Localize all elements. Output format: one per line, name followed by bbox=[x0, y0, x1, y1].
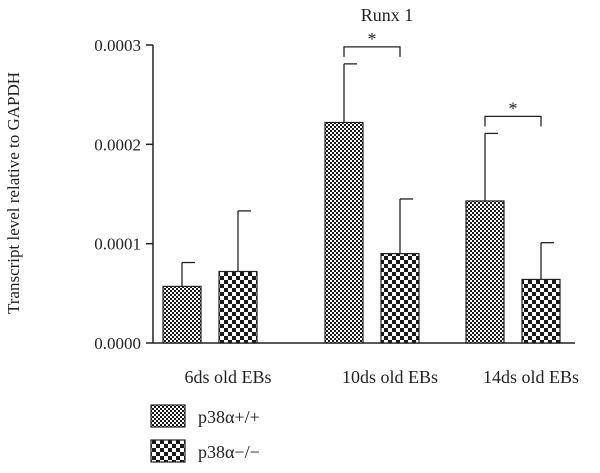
legend-swatch bbox=[150, 439, 186, 463]
y-axis-label: Transcript level relative to GAPDH bbox=[4, 72, 23, 314]
y-tick-label: 0.0002 bbox=[94, 135, 141, 154]
bar-wildtype bbox=[162, 285, 202, 344]
legend-label: p38α+/+ bbox=[198, 407, 260, 427]
axes bbox=[152, 45, 575, 344]
bar-knockout bbox=[218, 270, 258, 344]
significance-star: * bbox=[509, 98, 518, 118]
bar-wildtype bbox=[324, 121, 364, 344]
chart-title: Runx 1 bbox=[361, 5, 414, 25]
legend-label: p38α−/− bbox=[198, 442, 260, 462]
bars bbox=[162, 121, 561, 344]
y-tick-label: 0.0000 bbox=[94, 334, 141, 353]
bar-knockout bbox=[380, 253, 420, 344]
significance-bracket bbox=[484, 115, 542, 127]
y-ticks: 0.0000 0.0001 0.0002 0.0003 bbox=[94, 36, 153, 353]
x-category-label: 14ds old EBs bbox=[483, 367, 579, 387]
legend-swatch bbox=[150, 404, 186, 428]
y-tick-label: 0.0001 bbox=[94, 235, 141, 254]
legend: p38α+/+ p38α−/− bbox=[150, 404, 260, 463]
x-category-label: 6ds old EBs bbox=[184, 367, 271, 387]
bar-wildtype bbox=[465, 200, 505, 344]
x-category-labels: 6ds old EBs 10ds old EBs 14ds old EBs bbox=[184, 367, 579, 387]
significance-markers: ** bbox=[343, 29, 542, 127]
bar-knockout bbox=[521, 278, 561, 344]
y-tick-label: 0.0003 bbox=[94, 36, 141, 55]
significance-bracket bbox=[343, 46, 401, 57]
significance-star: * bbox=[368, 29, 377, 49]
x-category-label: 10ds old EBs bbox=[342, 367, 438, 387]
error-bars bbox=[181, 63, 554, 287]
